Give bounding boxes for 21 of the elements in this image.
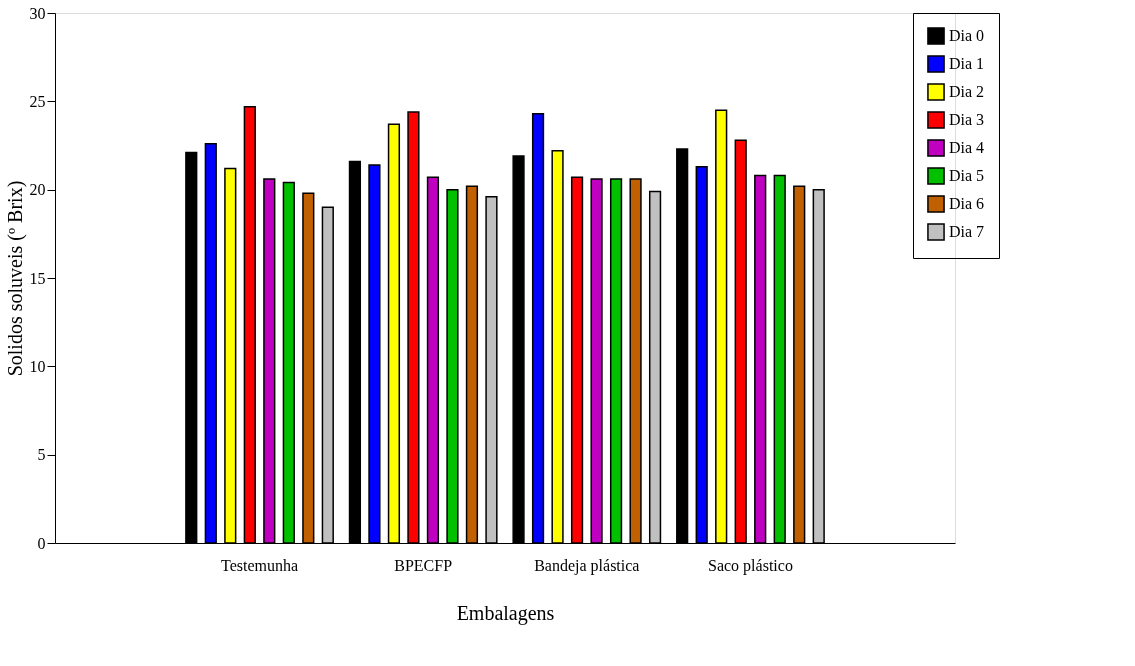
x-tick-label: BPECFP bbox=[394, 556, 453, 574]
x-tick-label: Testemunha bbox=[221, 556, 299, 574]
legend-label: Dia 5 bbox=[949, 167, 985, 184]
x-tick-label: Bandeja plástica bbox=[534, 556, 640, 575]
y-tick-label: 30 bbox=[29, 4, 46, 22]
legend-label: Dia 1 bbox=[949, 55, 985, 72]
legend-label: Dia 6 bbox=[949, 195, 985, 212]
legend-label: Dia 2 bbox=[949, 83, 985, 100]
y-tick-label: 0 bbox=[37, 534, 46, 552]
x-tick-label: Saco plástico bbox=[708, 556, 793, 575]
y-tick-label: 10 bbox=[29, 357, 46, 375]
y-tick-label: 5 bbox=[37, 446, 46, 464]
legend-label: Dia 4 bbox=[949, 139, 985, 156]
y-tick-label: 20 bbox=[29, 181, 46, 199]
legend-label: Dia 3 bbox=[949, 111, 985, 128]
y-tick-label: 25 bbox=[29, 92, 46, 110]
y-tick-label: 15 bbox=[29, 269, 46, 287]
x-axis-title: Embalagens bbox=[456, 601, 555, 625]
y-axis-title: Solidos soluveis (º Brix) bbox=[3, 180, 27, 377]
legend-label: Dia 7 bbox=[949, 223, 985, 240]
legend-label: Dia 0 bbox=[949, 27, 985, 44]
